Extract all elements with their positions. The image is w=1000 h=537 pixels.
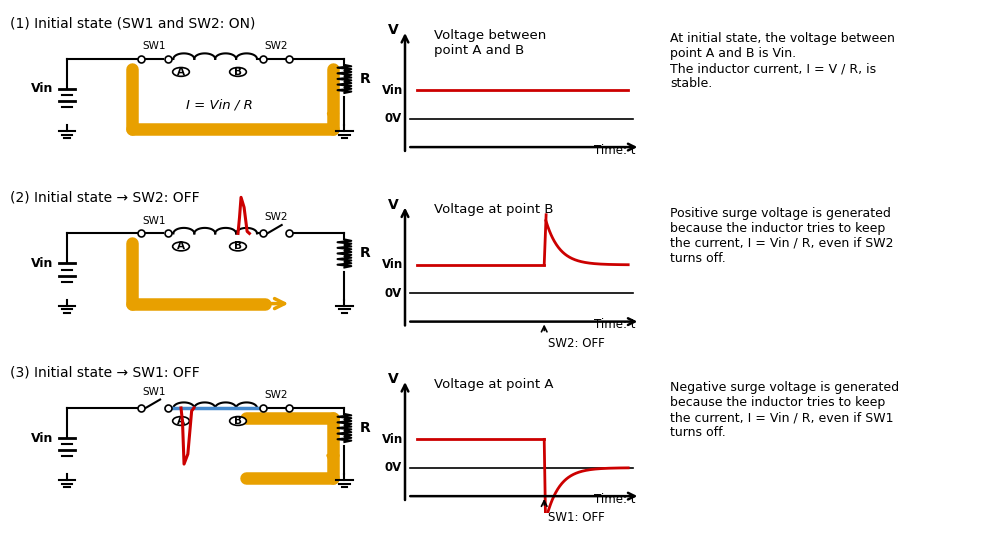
Text: Vin: Vin bbox=[382, 84, 404, 97]
Circle shape bbox=[173, 242, 189, 251]
Text: SW1: OFF: SW1: OFF bbox=[548, 511, 605, 524]
Text: SW2: SW2 bbox=[264, 390, 288, 400]
Text: 0V: 0V bbox=[384, 461, 402, 474]
Text: V: V bbox=[388, 198, 398, 212]
Text: Negative surge voltage is generated
because the inductor tries to keep
the curre: Negative surge voltage is generated beca… bbox=[670, 381, 899, 439]
Circle shape bbox=[173, 417, 189, 425]
Text: Vin: Vin bbox=[382, 258, 404, 271]
Text: (2) Initial state → SW2: OFF: (2) Initial state → SW2: OFF bbox=[10, 191, 200, 205]
Text: (3) Initial state → SW1: OFF: (3) Initial state → SW1: OFF bbox=[10, 365, 200, 379]
Text: V: V bbox=[388, 372, 398, 386]
Text: Vin: Vin bbox=[382, 433, 404, 446]
Text: SW1: SW1 bbox=[143, 216, 166, 226]
Text: (1) Initial state (SW1 and SW2: ON): (1) Initial state (SW1 and SW2: ON) bbox=[10, 16, 255, 30]
Text: Time: t: Time: t bbox=[594, 318, 635, 331]
Text: A: A bbox=[177, 416, 185, 426]
Circle shape bbox=[230, 242, 246, 251]
Text: Voltage at point B: Voltage at point B bbox=[434, 203, 553, 216]
Text: Time: t: Time: t bbox=[594, 144, 635, 157]
Text: SW2: SW2 bbox=[264, 41, 288, 51]
Text: SW2: OFF: SW2: OFF bbox=[548, 337, 605, 350]
Text: R: R bbox=[360, 72, 370, 86]
Text: 0V: 0V bbox=[384, 287, 402, 300]
Text: At initial state, the voltage between
point A and B is Vin.
The inductor current: At initial state, the voltage between po… bbox=[670, 32, 895, 90]
Text: Vin: Vin bbox=[31, 83, 53, 96]
Text: A: A bbox=[177, 242, 185, 251]
Text: SW1: SW1 bbox=[143, 41, 166, 51]
Text: B: B bbox=[234, 67, 242, 77]
Text: Voltage between
point A and B: Voltage between point A and B bbox=[434, 28, 546, 56]
Text: Vin: Vin bbox=[31, 432, 53, 445]
Text: Time: t: Time: t bbox=[594, 493, 635, 506]
Text: I = Vin / R: I = Vin / R bbox=[186, 98, 252, 112]
Text: A: A bbox=[177, 67, 185, 77]
Text: V: V bbox=[388, 23, 398, 37]
Text: B: B bbox=[234, 242, 242, 251]
Circle shape bbox=[230, 68, 246, 76]
Text: Positive surge voltage is generated
because the inductor tries to keep
the curre: Positive surge voltage is generated beca… bbox=[670, 207, 894, 265]
Text: R: R bbox=[360, 421, 370, 435]
Text: SW1: SW1 bbox=[143, 387, 166, 397]
Text: Voltage at point A: Voltage at point A bbox=[434, 378, 553, 390]
Text: 0V: 0V bbox=[384, 112, 402, 125]
Text: R: R bbox=[360, 246, 370, 260]
Text: SW2: SW2 bbox=[264, 213, 288, 222]
Text: Vin: Vin bbox=[31, 257, 53, 270]
Circle shape bbox=[173, 68, 189, 76]
Text: B: B bbox=[234, 416, 242, 426]
Circle shape bbox=[230, 417, 246, 425]
